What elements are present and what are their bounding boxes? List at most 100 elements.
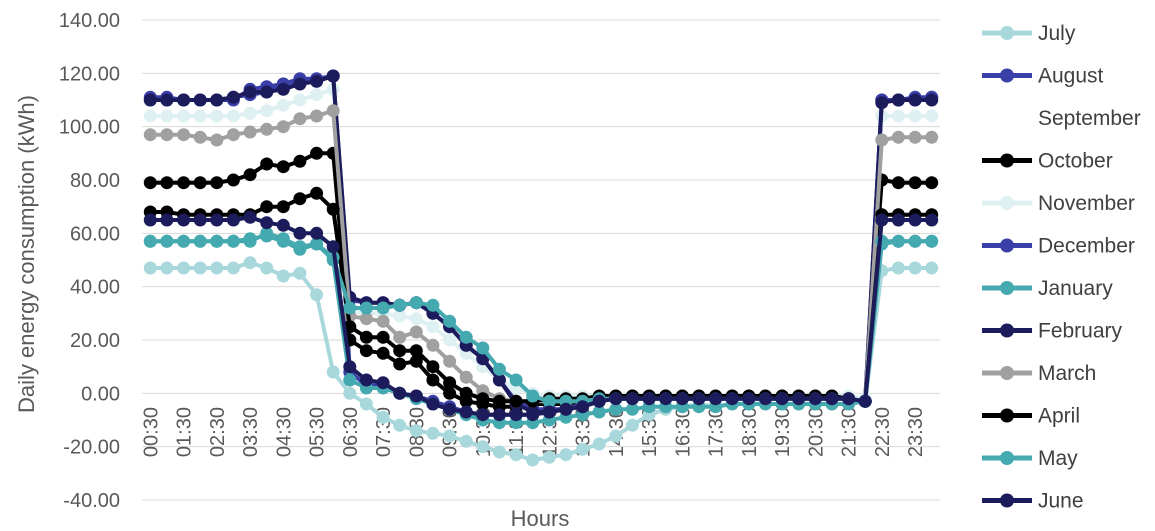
data-point (310, 288, 324, 302)
data-point (625, 402, 639, 416)
data-point (359, 373, 373, 387)
data-point (891, 261, 905, 275)
data-point (891, 130, 905, 144)
data-point (592, 405, 606, 419)
data-point (675, 392, 689, 406)
data-point (226, 261, 240, 275)
data-point (276, 120, 290, 134)
data-point (642, 392, 656, 406)
data-point (376, 301, 390, 315)
x-tick-label: 17:30 (706, 407, 728, 457)
legend-item[interactable]: June (982, 490, 1084, 513)
legend-marker (1000, 366, 1014, 380)
legend-item[interactable]: November (982, 192, 1135, 215)
x-tick-label: 03:30 (240, 407, 262, 457)
data-point (409, 325, 423, 339)
legend-item[interactable]: July (982, 22, 1076, 45)
data-point (476, 352, 490, 366)
data-point (193, 234, 207, 248)
x-tick-label: 20:30 (805, 407, 827, 457)
data-point (160, 234, 174, 248)
data-point (492, 408, 506, 422)
series-line (150, 215, 932, 417)
data-point (426, 360, 440, 374)
data-point (310, 186, 324, 200)
data-point (492, 373, 506, 387)
data-point (226, 128, 240, 142)
data-point (542, 405, 556, 419)
data-point (276, 269, 290, 283)
data-point (409, 424, 423, 438)
data-point (459, 405, 473, 419)
legend-item[interactable]: April (982, 405, 1080, 428)
x-tick-label: 23:30 (905, 407, 927, 457)
data-point (393, 309, 407, 323)
data-point (725, 392, 739, 406)
legend-item[interactable]: February (982, 320, 1123, 343)
data-point (160, 128, 174, 142)
data-point (459, 434, 473, 448)
series-line (150, 151, 932, 409)
legend-item[interactable]: September (982, 107, 1141, 130)
data-point (193, 130, 207, 144)
legend-item[interactable]: March (982, 362, 1096, 385)
data-point (542, 394, 556, 408)
data-point (310, 74, 324, 88)
legend-label: December (1038, 235, 1135, 258)
data-point (459, 386, 473, 400)
data-point (376, 330, 390, 344)
data-point (875, 133, 889, 147)
data-point (925, 213, 939, 227)
data-point (243, 106, 257, 120)
data-point (542, 450, 556, 464)
legend-label: May (1038, 447, 1078, 470)
legend-item[interactable]: August (982, 65, 1104, 88)
y-axis-title: Daily energy consumption (kWh) (14, 95, 39, 413)
data-point (393, 330, 407, 344)
x-tick-label: 00:30 (140, 407, 162, 457)
x-tick-label: 01:30 (174, 407, 196, 457)
legend-item[interactable]: May (982, 447, 1078, 470)
data-point (925, 130, 939, 144)
data-point (343, 360, 357, 374)
y-tick-label: 80.00 (70, 170, 120, 192)
legend-item[interactable]: January (982, 277, 1113, 300)
legend-marker (1000, 408, 1014, 423)
data-point (559, 448, 573, 462)
data-point (210, 93, 224, 107)
data-point (276, 160, 290, 174)
data-point (509, 448, 523, 462)
data-point (293, 266, 307, 280)
legend-item[interactable]: December (982, 235, 1135, 258)
x-axis-tick-labels: 00:30 01:30 02:30 03:30 04:30 05:30 06:30 07:30… (140, 407, 927, 457)
data-point (210, 213, 224, 227)
data-point (210, 234, 224, 248)
data-point (376, 376, 390, 390)
data-point (459, 330, 473, 344)
data-point (376, 314, 390, 328)
data-point (276, 200, 290, 214)
legend-marker (1000, 281, 1014, 295)
data-point (609, 392, 623, 406)
data-point (193, 176, 207, 190)
data-point (226, 90, 240, 104)
data-point (160, 109, 174, 123)
data-point (243, 256, 257, 270)
legend-item[interactable]: October (982, 150, 1113, 173)
data-point (210, 261, 224, 275)
data-point (293, 240, 307, 254)
data-point (210, 109, 224, 123)
data-point (576, 442, 590, 456)
data-point (226, 213, 240, 227)
data-point (443, 314, 457, 328)
data-point (376, 346, 390, 360)
data-point (625, 418, 639, 432)
legend-label: February (1038, 320, 1123, 343)
legend-marker (1000, 111, 1014, 125)
data-point (459, 370, 473, 384)
data-point (842, 392, 856, 406)
data-point (260, 226, 274, 240)
data-point (509, 394, 523, 408)
series-line (150, 87, 932, 409)
x-tick-label: 21:30 (839, 407, 861, 457)
